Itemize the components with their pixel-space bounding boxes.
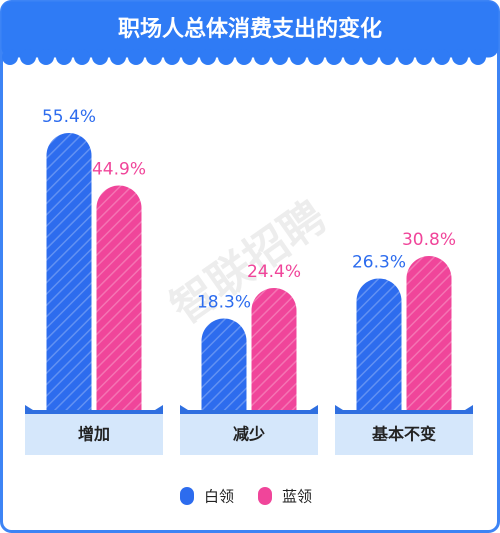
category-box-top (180, 410, 318, 414)
category-label: 基本不变 (371, 425, 436, 444)
value-label: 26.3% (352, 253, 406, 273)
corner (310, 405, 318, 410)
legend-marker (258, 487, 272, 505)
legend-marker (180, 487, 194, 505)
scallop (164, 49, 180, 65)
scallop (344, 49, 360, 65)
scallop (200, 49, 216, 65)
legend-label: 白领 (204, 488, 234, 506)
scallop (290, 49, 306, 65)
category-box-top (335, 410, 473, 414)
scallop (56, 49, 72, 65)
scallop (236, 49, 252, 65)
value-label: 30.8% (402, 230, 456, 250)
scallop (362, 49, 378, 65)
value-label: 24.4% (247, 262, 301, 282)
bar (201, 318, 247, 410)
corner (335, 405, 343, 410)
scallop (452, 49, 468, 65)
scallop (92, 49, 108, 65)
category-box (180, 413, 318, 455)
scallop (146, 49, 162, 65)
category-box-top (25, 410, 163, 414)
header-band (1, 1, 499, 65)
bar (96, 185, 142, 410)
scallop (254, 49, 270, 65)
corner (465, 405, 473, 410)
scallop (20, 49, 36, 65)
value-label: 55.4% (42, 107, 96, 127)
scallop (434, 49, 450, 65)
scallop (416, 49, 432, 65)
corner (25, 405, 33, 410)
category-box (25, 413, 163, 455)
bar (46, 133, 92, 410)
corner (155, 405, 163, 410)
legend-label: 蓝领 (282, 488, 312, 506)
corner (180, 405, 188, 410)
bar (251, 288, 297, 410)
scallop (272, 49, 288, 65)
value-label: 44.9% (92, 160, 146, 180)
header-bg (1, 1, 499, 58)
scallop (110, 49, 126, 65)
scallop (398, 49, 414, 65)
scallop (182, 49, 198, 65)
bar (406, 256, 452, 410)
bar (356, 278, 402, 410)
category-box (335, 413, 473, 455)
category-label: 减少 (233, 425, 265, 444)
category-label: 增加 (78, 425, 110, 444)
chart-title: 职场人总体消费支出的变化 (118, 16, 382, 42)
value-label: 18.3% (197, 293, 251, 313)
scallop (218, 49, 234, 65)
scallop (380, 49, 396, 65)
scallop (38, 49, 54, 65)
scallop (308, 49, 324, 65)
scallop (74, 49, 90, 65)
scallop (326, 49, 342, 65)
scallop (128, 49, 144, 65)
scallop (2, 49, 18, 65)
scallop (470, 49, 486, 65)
